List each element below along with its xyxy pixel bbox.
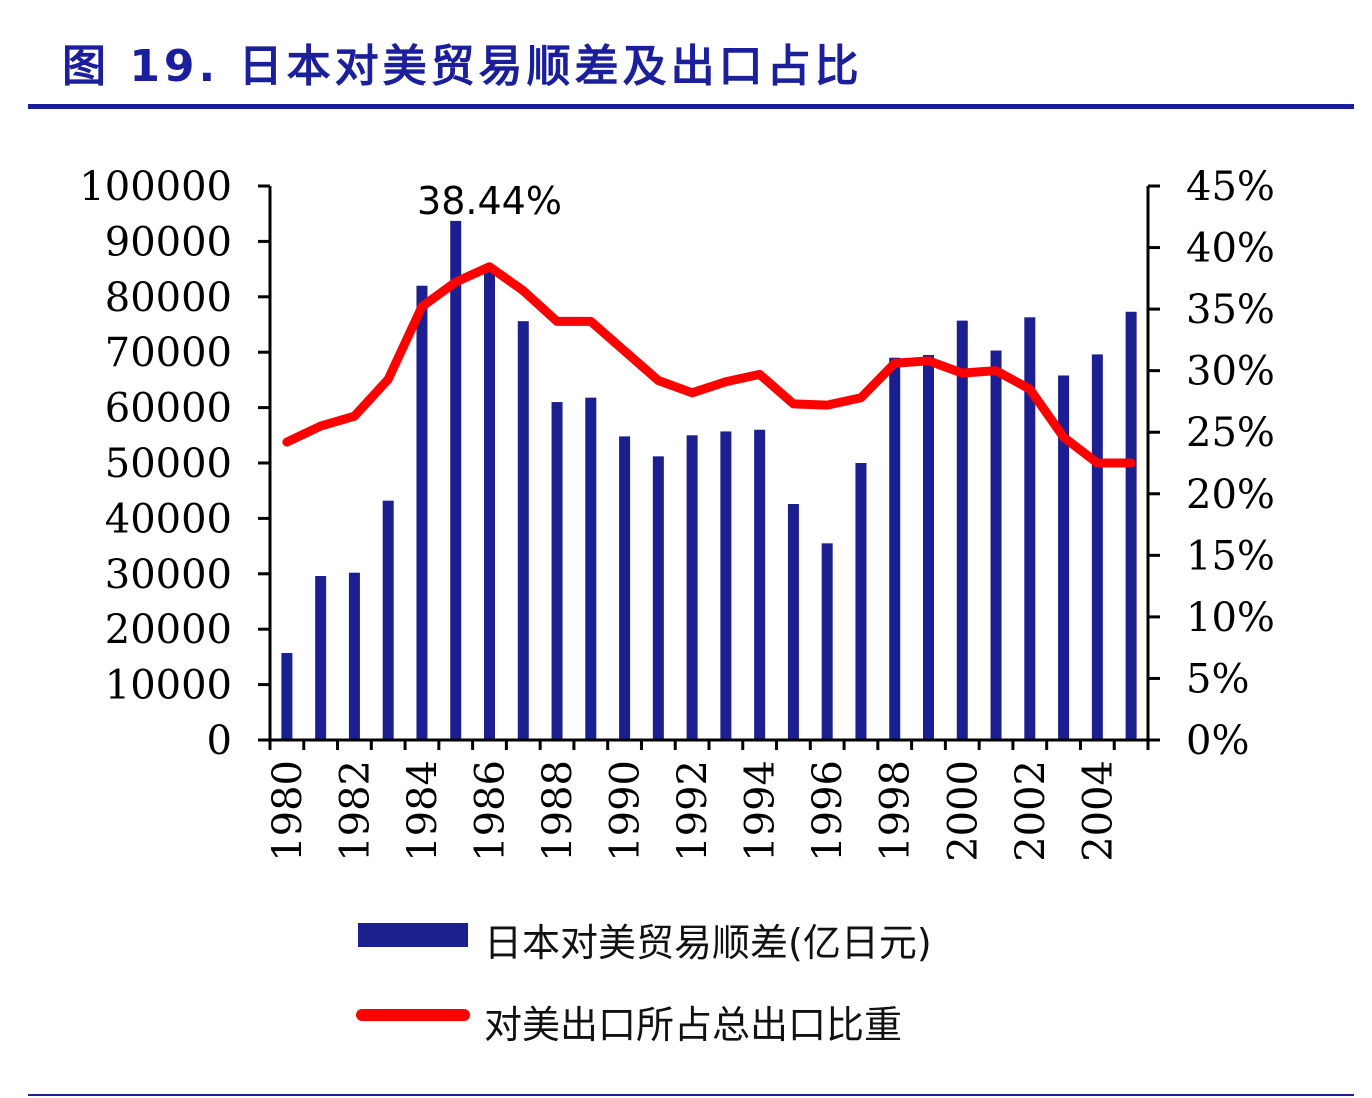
right-tick-label: 10% <box>1186 595 1275 641</box>
left-tick-label: 90000 <box>105 219 232 265</box>
left-tick-label: 10000 <box>105 663 232 709</box>
axes <box>258 184 1160 750</box>
x-tick-label: 2004 <box>1075 760 1121 862</box>
bar-2000 <box>956 320 968 740</box>
bar-1994 <box>754 429 766 740</box>
bar-1991 <box>652 456 664 740</box>
left-tick-label: 40000 <box>105 496 232 542</box>
title-underline <box>28 104 1354 109</box>
bar-1993 <box>720 431 732 740</box>
bar-2002 <box>1024 317 1036 740</box>
x-tick-label: 1996 <box>805 760 851 862</box>
right-tick-label: 0% <box>1186 718 1249 764</box>
peak-annotation: 38.44% <box>417 179 562 223</box>
left-tick-label: 0 <box>207 718 232 764</box>
bar-1987 <box>517 321 529 740</box>
bar-2004 <box>1091 354 1103 740</box>
figure-title: 图 19. 日本对美贸易顺差及出口占比 <box>62 41 863 92</box>
bar-2003 <box>1058 375 1070 740</box>
left-tick-label: 70000 <box>105 330 232 376</box>
bar-1984 <box>416 285 428 740</box>
x-tick-label: 2002 <box>1008 760 1054 862</box>
bar-1985 <box>450 220 462 741</box>
bar-1990 <box>619 436 631 740</box>
x-tick-label: 1986 <box>468 760 514 862</box>
legend-label-line: 对美出口所占总出口比重 <box>484 1003 903 1047</box>
x-tick-label: 1998 <box>873 760 919 862</box>
left-tick-label: 60000 <box>105 386 232 432</box>
x-tick-label: 1984 <box>400 760 446 862</box>
left-tick-label: 20000 <box>105 607 232 653</box>
bar-series <box>281 220 1137 741</box>
x-tick-label: 1988 <box>535 760 581 862</box>
legend-bar-swatch <box>358 923 468 947</box>
x-tick-label: 1982 <box>332 760 378 862</box>
right-tick-label: 40% <box>1186 226 1275 272</box>
bar-1988 <box>551 402 563 740</box>
x-tick-label: 1992 <box>670 760 716 862</box>
right-tick-label: 45% <box>1186 164 1275 210</box>
left-tick-label: 80000 <box>105 275 232 321</box>
left-tick-label: 100000 <box>79 164 232 210</box>
bar-1995 <box>787 503 799 740</box>
right-tick-label: 35% <box>1186 287 1275 333</box>
legend-label-bar: 日本对美贸易顺差(亿日元) <box>484 921 932 965</box>
bar-1981 <box>315 576 327 740</box>
bar-2005 <box>1125 311 1137 740</box>
bar-1998 <box>889 357 901 740</box>
chart: 0 10000 20000 30000 40000 50000 60000 70000 8000… <box>79 164 1275 862</box>
bar-1999 <box>923 354 934 740</box>
bar-1986 <box>484 269 495 740</box>
right-tick-label: 25% <box>1186 410 1275 456</box>
right-tick-label: 5% <box>1186 656 1249 702</box>
bar-1982 <box>348 572 360 740</box>
x-tick-label: 1990 <box>603 760 649 862</box>
bar-1992 <box>686 435 698 740</box>
left-tick-label: 50000 <box>105 441 232 487</box>
line-series <box>282 262 1136 468</box>
x-tick-label: 1994 <box>738 760 784 862</box>
legend-line-swatch <box>356 1009 470 1021</box>
share-line <box>282 262 1136 468</box>
x-tick-label: 1980 <box>265 760 311 862</box>
bar-1997 <box>855 463 867 740</box>
bar-1980 <box>281 653 293 740</box>
right-tick-label: 30% <box>1186 349 1275 395</box>
bar-2001 <box>990 350 1002 740</box>
bar-1996 <box>821 543 833 740</box>
bar-1989 <box>585 397 597 740</box>
x-tick-label: 2000 <box>940 760 986 862</box>
right-tick-label: 20% <box>1186 472 1275 518</box>
tick-labels: 0 10000 20000 30000 40000 50000 60000 70000 8000… <box>79 164 1275 862</box>
bar-1983 <box>382 500 394 740</box>
left-tick-label: 30000 <box>105 552 232 598</box>
bottom-rule <box>28 1094 1354 1096</box>
right-tick-label: 15% <box>1186 533 1275 579</box>
